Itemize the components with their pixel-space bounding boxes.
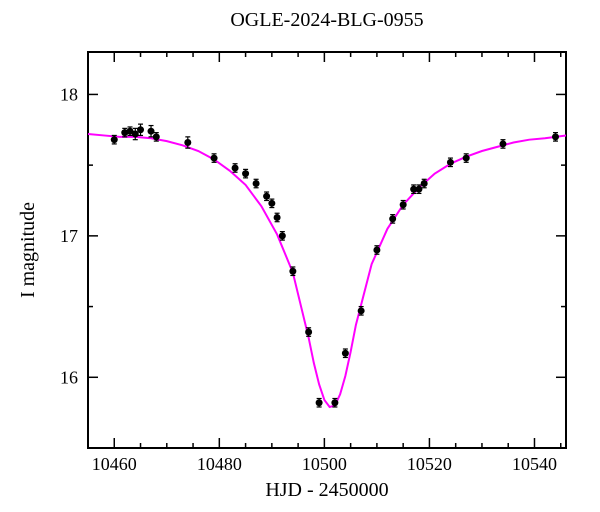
data-point bbox=[153, 133, 160, 140]
data-point bbox=[148, 128, 155, 135]
data-point bbox=[400, 201, 407, 208]
x-tick-label: 10500 bbox=[302, 454, 347, 474]
data-point bbox=[342, 350, 349, 357]
y-axis-label: I magnitude bbox=[17, 202, 39, 298]
data-point bbox=[279, 232, 286, 239]
data-point bbox=[263, 193, 270, 200]
data-point bbox=[232, 164, 239, 171]
data-point bbox=[463, 155, 470, 162]
data-point bbox=[447, 159, 454, 166]
x-tick-label: 10540 bbox=[512, 454, 557, 474]
data-point bbox=[242, 170, 249, 177]
data-point bbox=[552, 133, 559, 140]
data-point bbox=[268, 200, 275, 207]
data-point bbox=[499, 140, 506, 147]
data-point bbox=[137, 126, 144, 133]
chart-container: 10460 10480 10500 10520 10540 16 17 18 OGLE-2024… bbox=[0, 0, 600, 512]
data-point bbox=[253, 180, 260, 187]
y-tick-label: 18 bbox=[60, 84, 78, 104]
data-point bbox=[211, 155, 218, 162]
data-point bbox=[389, 215, 396, 222]
lightcurve-chart: 10460 10480 10500 10520 10540 16 17 18 OGLE-2024… bbox=[0, 0, 600, 512]
chart-bg bbox=[0, 0, 600, 512]
x-tick-label: 10480 bbox=[197, 454, 242, 474]
data-point bbox=[305, 329, 312, 336]
y-tick-label: 16 bbox=[60, 367, 78, 387]
x-tick-label: 10520 bbox=[407, 454, 452, 474]
data-point bbox=[421, 180, 428, 187]
data-point bbox=[358, 307, 365, 314]
data-point bbox=[373, 247, 380, 254]
chart-title: OGLE-2024-BLG-0955 bbox=[230, 9, 423, 31]
data-point bbox=[111, 136, 118, 143]
x-tick-label: 10460 bbox=[92, 454, 137, 474]
data-point bbox=[316, 399, 323, 406]
data-point bbox=[289, 268, 296, 275]
data-point bbox=[415, 186, 422, 193]
data-point bbox=[274, 214, 281, 221]
y-tick-label: 17 bbox=[60, 226, 78, 246]
data-point bbox=[184, 139, 191, 146]
x-axis-label: HJD - 2450000 bbox=[265, 479, 388, 501]
data-point bbox=[331, 399, 338, 406]
